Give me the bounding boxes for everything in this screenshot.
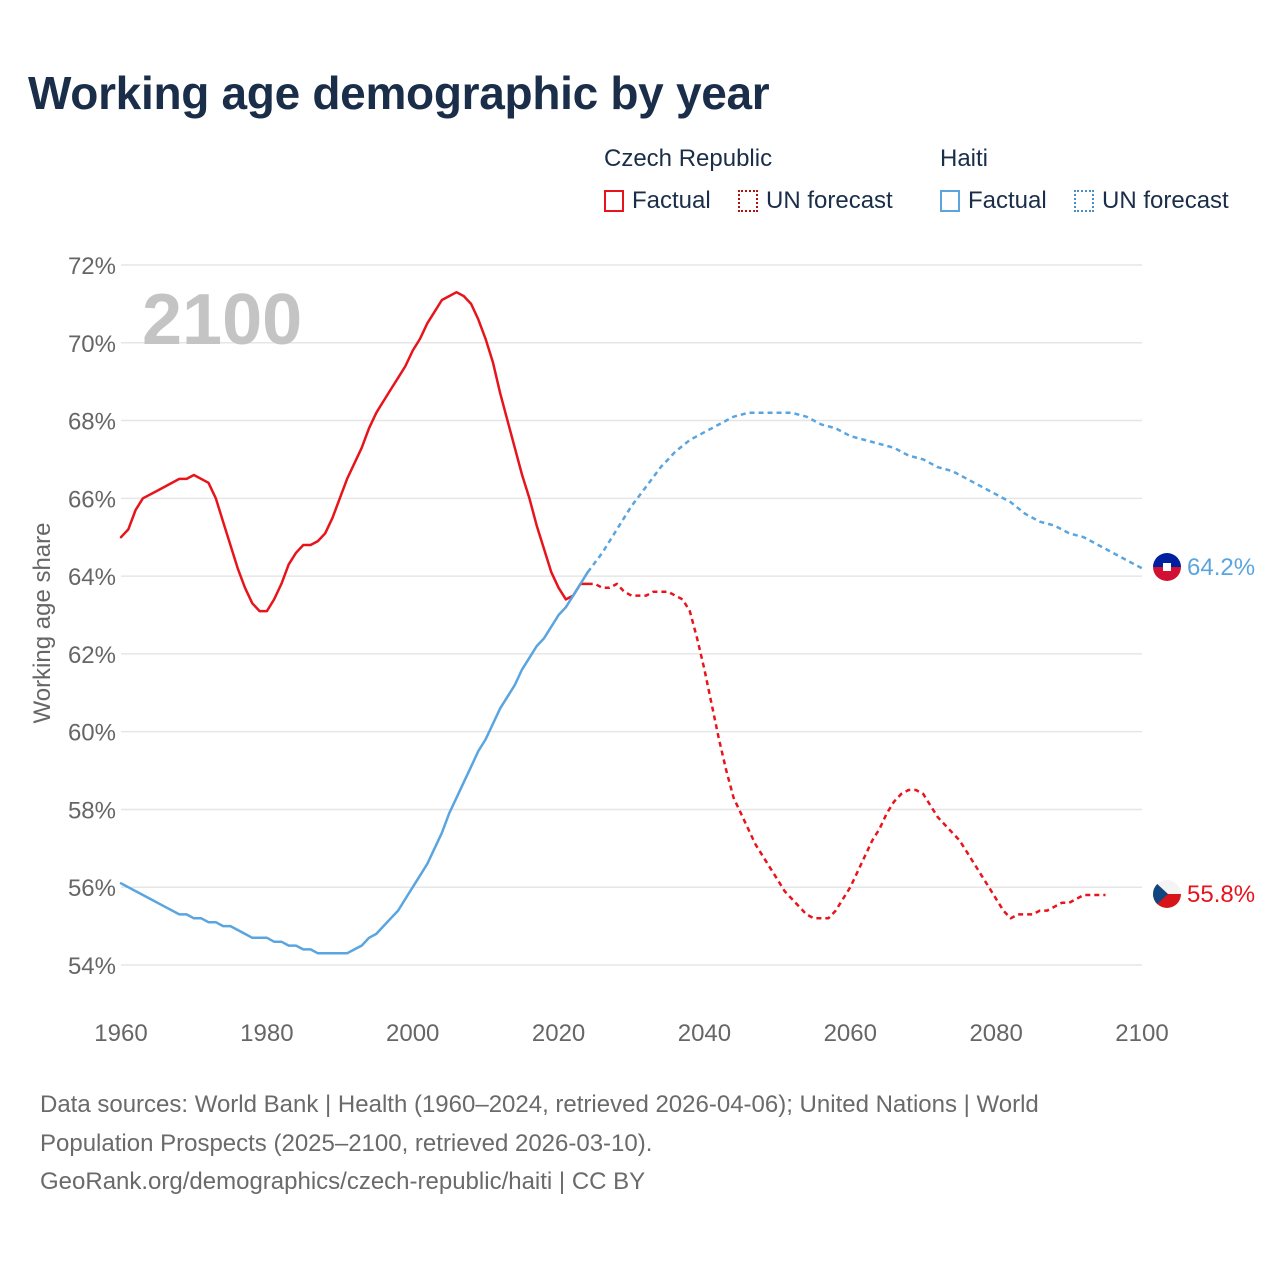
y-axis-label: Working age share (29, 523, 56, 724)
x-tick-label: 2100 (1115, 1020, 1168, 1047)
source-line-2: Population Prospects (2025–2100, retriev… (40, 1129, 653, 1157)
y-tick-label: 70% (68, 331, 116, 358)
haiti-flag-icon (1153, 553, 1181, 581)
source-line-3: GeoRank.org/demographics/czech-republic/… (40, 1168, 646, 1195)
chart-title: Working age demographic by year (28, 67, 770, 119)
line-chart: 54% 56% 58% 60% 62% 64% 66% 68% 70% 72% 1960 1980 2… (29, 253, 1255, 1047)
legend-haiti-factual-swatch (940, 190, 960, 212)
series-lines (119, 290, 1143, 955)
legend-haiti-title: Haiti (940, 145, 989, 172)
y-tick-label: 62% (68, 642, 116, 669)
legend-haiti-factual-label: Factual (968, 187, 1047, 214)
czech-flag-icon (1153, 880, 1181, 908)
y-tick-label: 72% (68, 253, 116, 280)
czech-republic-forecast-line (587, 582, 1106, 920)
legend-czech-factual-label: Factual (632, 187, 711, 214)
legend-haiti-forecast-swatch (1074, 190, 1094, 212)
legend-czech-factual-swatch (604, 190, 624, 212)
y-tick-label: 68% (68, 409, 116, 436)
legend-haiti-forecast-label: UN forecast (1102, 187, 1229, 214)
y-tick-label: 60% (68, 720, 116, 747)
y-tick-label: 58% (68, 797, 116, 824)
haiti-factual-line (119, 570, 589, 955)
haiti-end-value-label: 64.2% (1187, 554, 1255, 581)
year-label: 2100 (142, 280, 302, 360)
y-tick-label: 56% (68, 875, 116, 902)
gridlines (121, 264, 1142, 966)
y-tick-label: 54% (68, 953, 116, 980)
legend-czech-factual[interactable]: Factual (604, 187, 711, 215)
source-note: Data sources: World Bank | Health (1960–… (40, 1086, 1220, 1202)
legend-czech-title: Czech Republic (604, 145, 773, 172)
legend-haiti-forecast[interactable]: UN forecast (1074, 187, 1229, 215)
x-tick-label: 2080 (969, 1020, 1022, 1047)
x-tick-label: 1960 (94, 1020, 147, 1047)
legend-czech-forecast-swatch (738, 190, 758, 212)
y-axis-ticks: 54% 56% 58% 60% 62% 64% 66% 68% 70% 72% (68, 253, 116, 980)
legend-czech-forecast-label: UN forecast (766, 187, 893, 214)
y-tick-label: 64% (68, 564, 116, 591)
haiti-forecast-line (586, 411, 1143, 573)
x-tick-label: 2020 (532, 1020, 585, 1047)
y-tick-label: 66% (68, 486, 116, 513)
x-tick-label: 2000 (386, 1020, 439, 1047)
source-line-1: Data sources: World Bank | Health (1960–… (40, 1091, 1039, 1118)
czech-end-value-label: 55.8% (1187, 881, 1255, 908)
x-tick-label: 2040 (678, 1020, 731, 1047)
czech-republic-factual-line (119, 290, 589, 613)
x-tick-label: 1980 (240, 1020, 293, 1047)
x-tick-label: 2060 (824, 1020, 877, 1047)
legend-haiti-factual[interactable]: Factual (940, 187, 1047, 215)
x-axis-ticks: 1960 1980 2000 2020 2040 2060 2080 2100 (94, 1020, 1168, 1047)
legend-czech-forecast[interactable]: UN forecast (738, 187, 893, 215)
